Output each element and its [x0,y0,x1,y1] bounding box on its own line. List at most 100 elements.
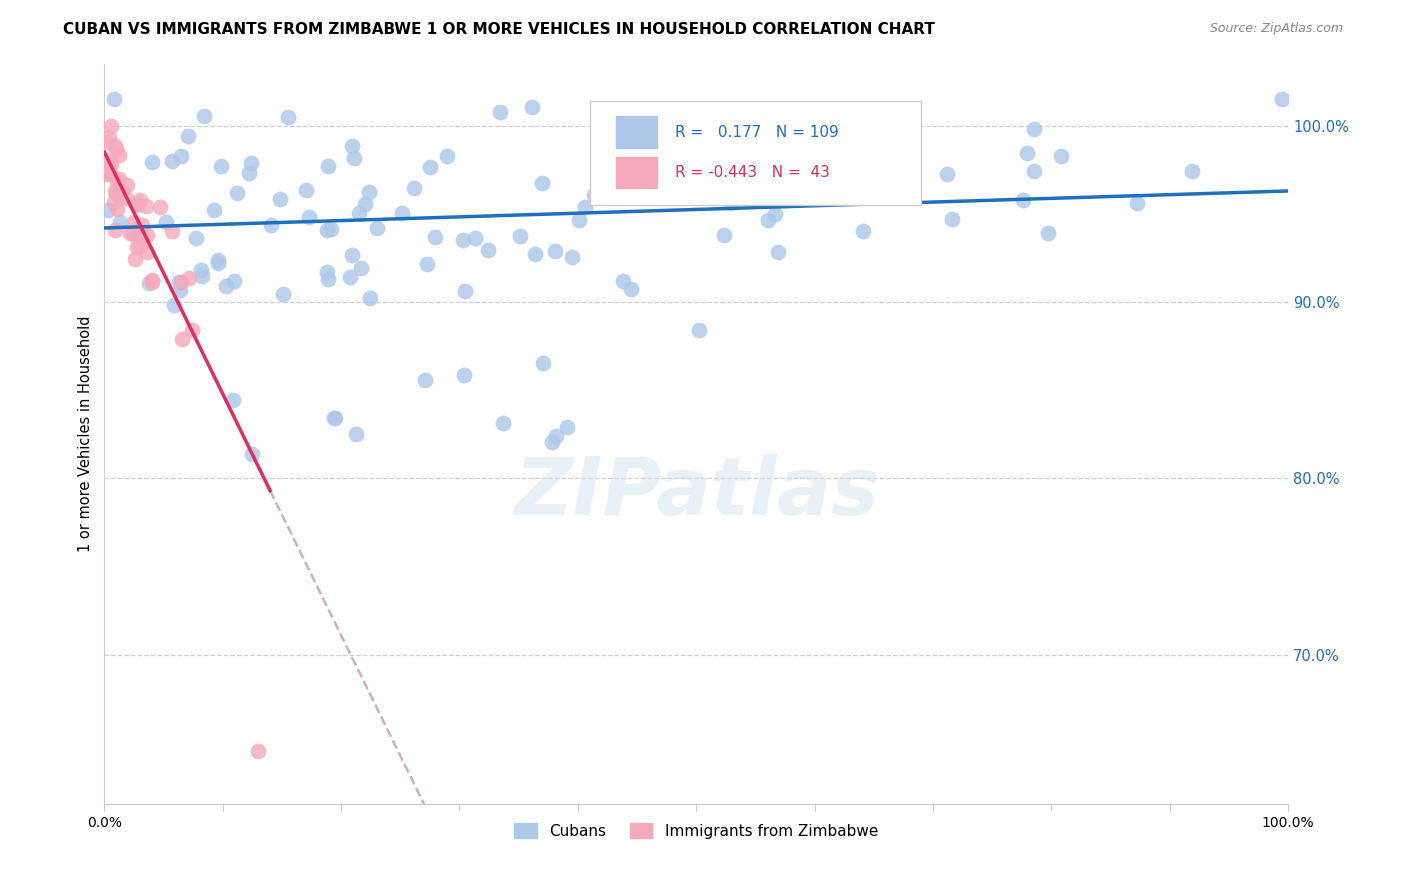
Point [125,228,148,243]
Text: CUBAN VS IMMIGRANTS FROM ZIMBABWE 1 OR MORE VEHICLES IN HOUSEHOLD CORRELATION CH: CUBAN VS IMMIGRANTS FROM ZIMBABWE 1 OR M… [63,22,935,37]
Point [852,224,875,238]
Point [247,744,270,758]
Point [404,181,426,195]
Point [155,215,177,229]
Point [190,263,212,277]
Point [316,272,339,286]
Point [115,191,138,205]
Point [97,203,120,218]
Point [100,119,122,133]
Point [583,188,606,202]
Point [413,372,436,386]
Point [100,157,122,171]
Point [107,172,129,186]
Point [96,167,118,181]
Point [454,284,477,298]
Point [103,195,125,210]
Point [104,184,127,198]
Point [477,243,499,257]
Point [128,194,150,208]
Y-axis label: 1 or more Vehicles in Household: 1 or more Vehicles in Household [79,316,93,552]
Point [766,244,789,259]
Point [191,268,214,283]
Point [1271,92,1294,106]
Bar [616,157,657,188]
Point [177,271,200,285]
Point [138,276,160,290]
Point [343,151,366,165]
Text: R = -0.443   N =  43: R = -0.443 N = 43 [675,165,830,180]
Point [167,275,190,289]
Point [1022,164,1045,178]
Point [177,128,200,143]
Point [141,275,163,289]
Point [186,231,208,245]
Point [453,368,475,383]
Point [110,215,132,229]
Point [568,213,591,227]
Point [1022,122,1045,136]
Point [193,109,215,123]
Point [215,279,238,293]
FancyBboxPatch shape [589,101,921,204]
Point [713,228,735,243]
Point [416,257,439,271]
Point [342,247,364,261]
Point [124,197,146,211]
Point [340,138,363,153]
Point [170,332,193,346]
Point [269,192,291,206]
Point [451,233,474,247]
Point [540,435,562,450]
Point [124,215,146,229]
Point [135,199,157,213]
Point [718,175,741,189]
Point [131,219,153,233]
Point [105,174,128,188]
Point [524,247,547,261]
Point [464,231,486,245]
Point [98,164,121,178]
Point [149,200,172,214]
Point [318,160,340,174]
Point [1017,145,1039,160]
Point [125,240,148,254]
Point [544,429,567,443]
Point [273,287,295,301]
Point [240,447,263,461]
Point [222,274,245,288]
Point [222,393,245,408]
Point [725,153,748,168]
Point [323,411,346,425]
Point [423,229,446,244]
Point [323,411,346,425]
Point [763,207,786,221]
Point [936,167,959,181]
Point [359,185,381,199]
Point [209,159,232,173]
Point [160,224,183,238]
Point [111,184,134,198]
Point [316,223,339,237]
Point [650,125,672,139]
Point [136,228,159,243]
Point [118,226,141,240]
Point [544,244,567,258]
Point [436,149,458,163]
Point [492,417,515,431]
Point [612,274,634,288]
Point [350,261,373,276]
Point [366,220,388,235]
Point [520,100,543,114]
Point [418,161,440,175]
Point [225,186,247,200]
Point [104,223,127,237]
Point [136,245,159,260]
Point [103,92,125,106]
Point [122,226,145,240]
Point [141,273,163,287]
Point [105,202,128,217]
Point [260,219,283,233]
Point [319,221,342,235]
Point [574,200,596,214]
